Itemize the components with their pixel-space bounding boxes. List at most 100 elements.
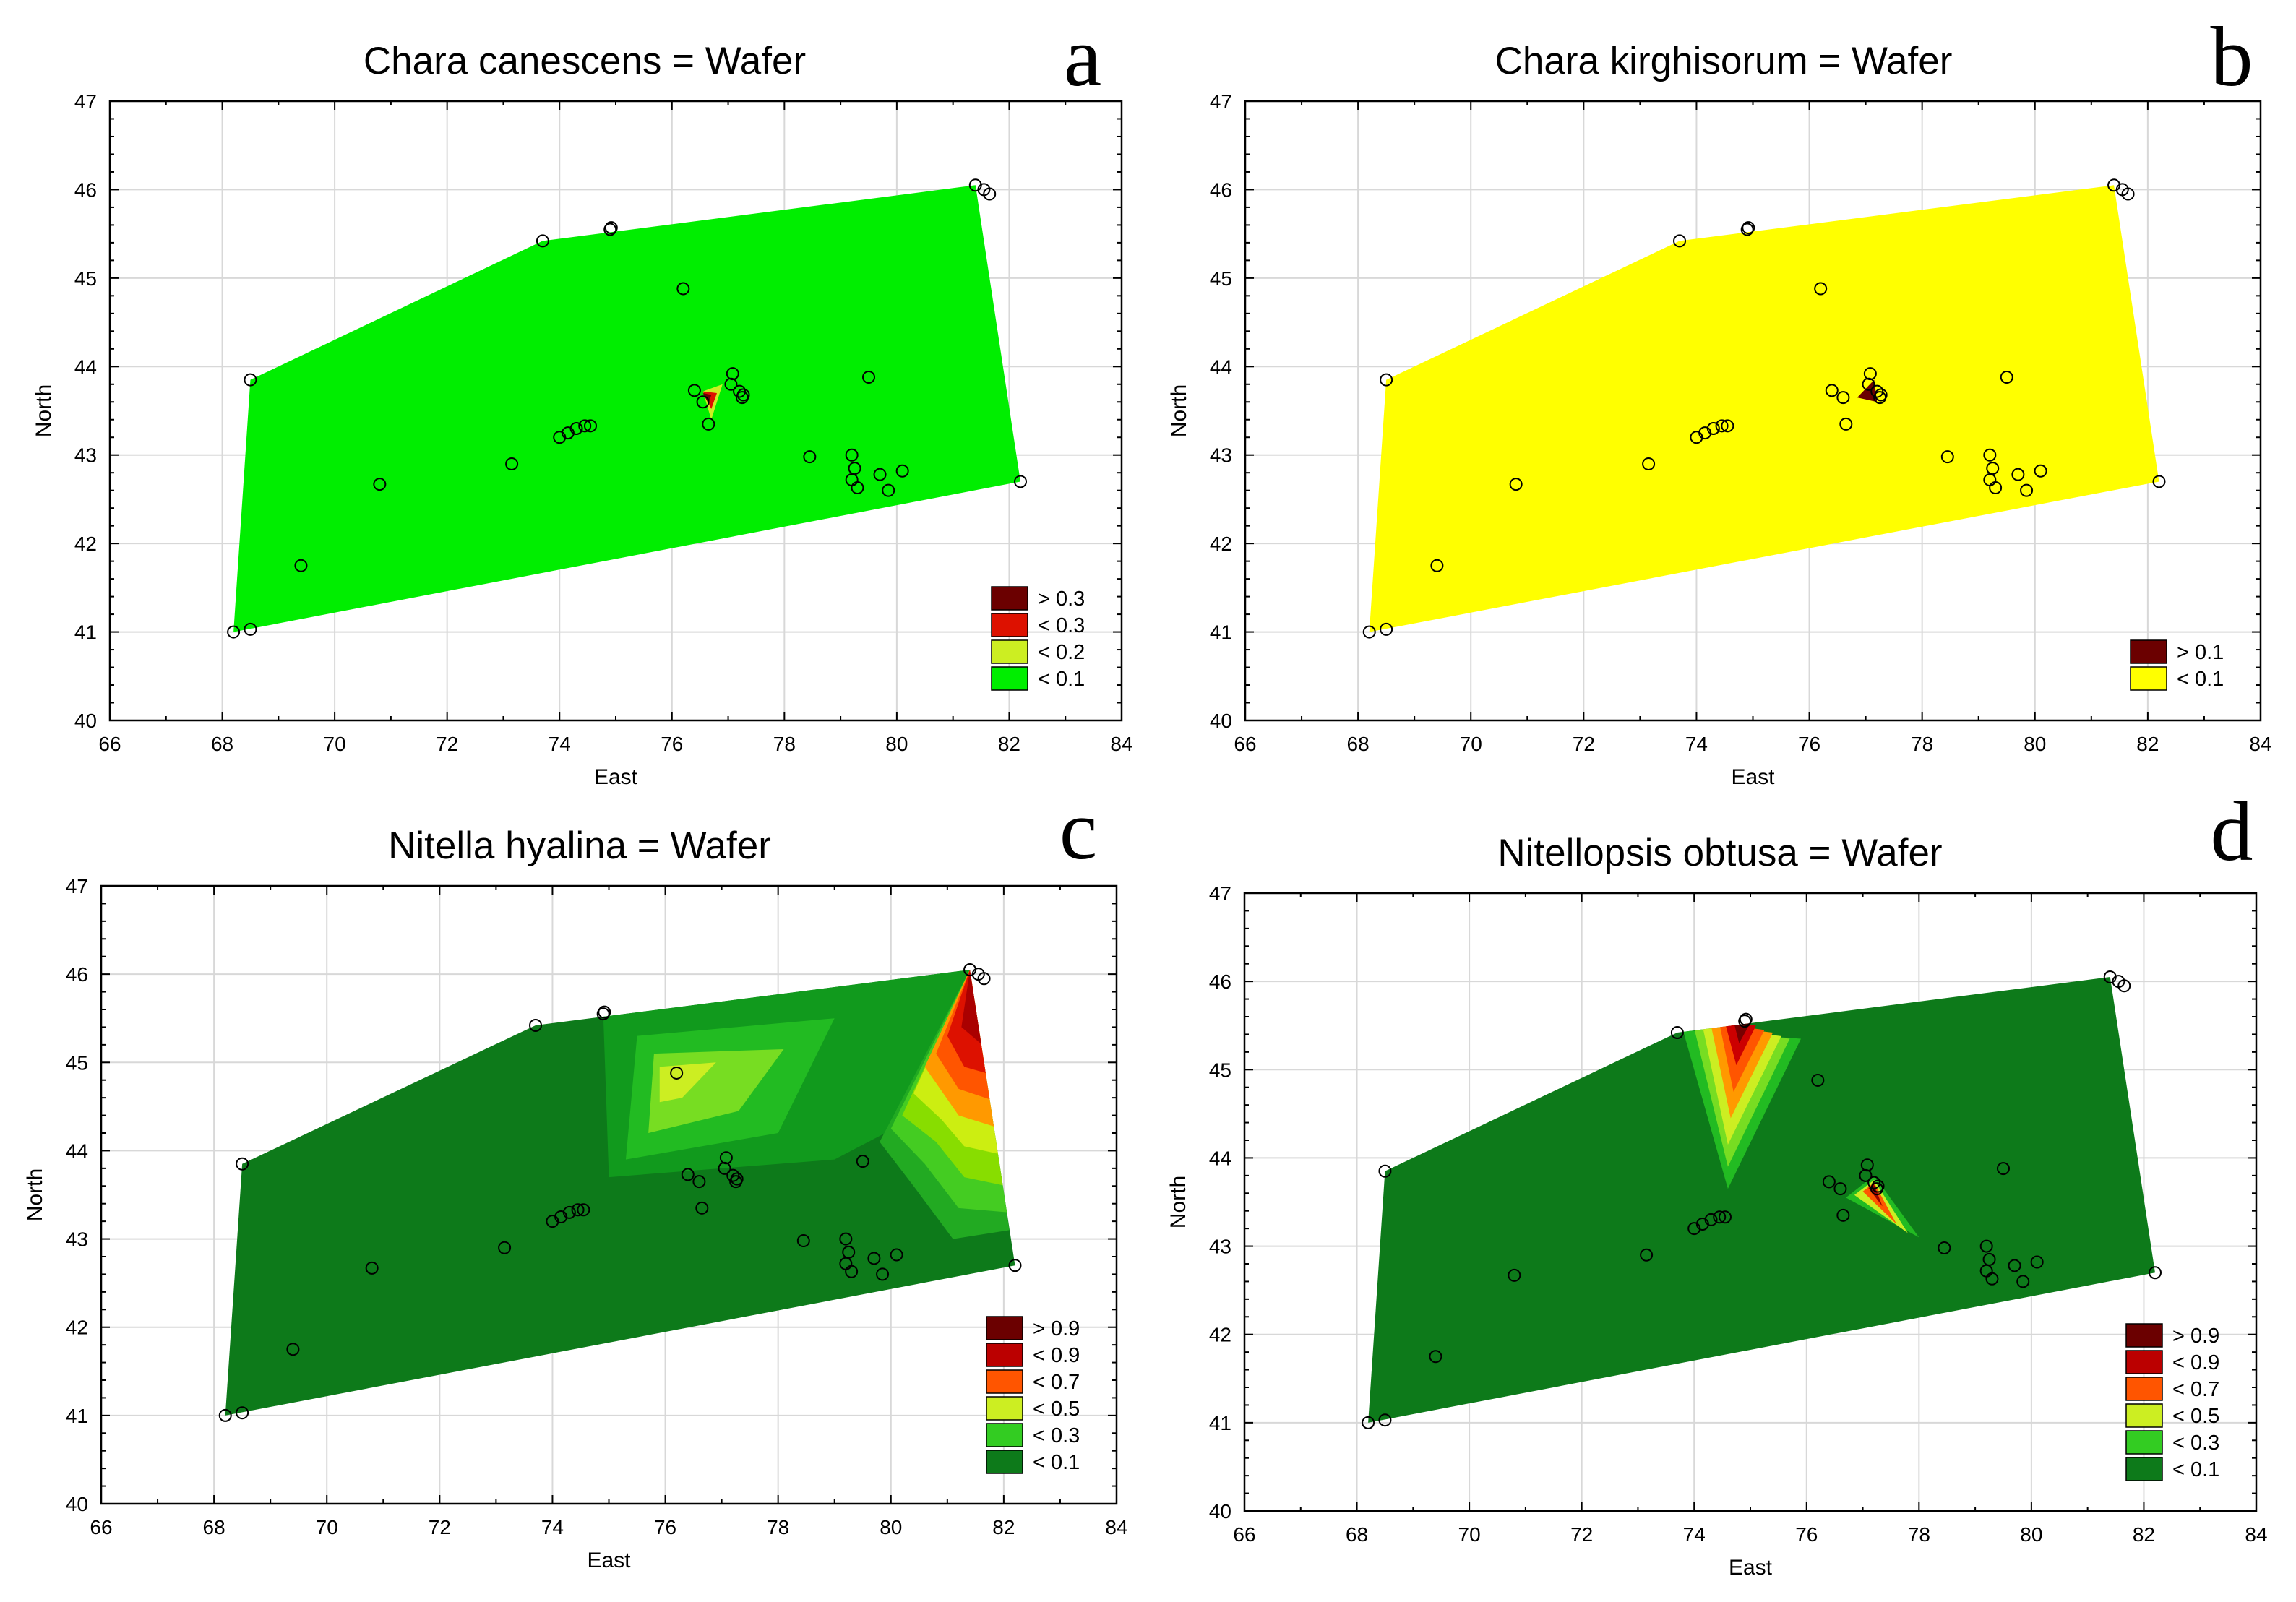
sample-point [1430, 559, 1444, 572]
x-axis-label: East [587, 1549, 631, 1572]
contour-hull [233, 185, 1021, 632]
legend-swatch [991, 639, 1028, 664]
sample-point [1719, 1210, 1732, 1224]
x-tick-label: 72 [436, 733, 458, 755]
sample-point [983, 187, 997, 201]
y-axis-label: North [23, 1168, 47, 1221]
x-tick-label: 78 [773, 733, 796, 755]
sample-point [2016, 1275, 2030, 1288]
x-axis-label: East [1731, 765, 1775, 789]
sample-point [1839, 417, 1853, 431]
sample-points [218, 963, 1022, 1422]
legend-label: > 0.9 [2172, 1325, 2219, 1348]
legend-label: < 0.1 [2177, 668, 2224, 691]
contour-zone [1857, 379, 1878, 402]
sample-point [1738, 1015, 1752, 1028]
sample-point [1822, 1175, 1836, 1189]
y-tick-label: 42 [74, 533, 97, 555]
legend-label: < 0.3 [2172, 1431, 2219, 1455]
x-tick-label: 70 [324, 733, 346, 755]
sample-point [1640, 1248, 1654, 1262]
legend-label: < 0.5 [1033, 1398, 1080, 1421]
sample-point [1985, 1272, 1999, 1286]
y-axis-label: North [32, 384, 56, 437]
sample-point [236, 1157, 249, 1171]
contour-hull [1368, 977, 2155, 1423]
y-tick-label: 47 [66, 875, 88, 897]
legend-swatch [991, 666, 1028, 691]
sample-point [1721, 419, 1734, 433]
y-tick-label: 43 [66, 1228, 88, 1251]
x-tick-label: 80 [880, 1516, 902, 1538]
sample-point [603, 223, 617, 236]
sample-points [1362, 970, 2162, 1429]
sample-point [1509, 478, 1523, 491]
sample-point [1008, 1259, 1022, 1272]
sample-point [1940, 450, 1954, 464]
sample-point [2152, 475, 2166, 488]
panel-a: Chara canescens = Wafer a 66 68 70 72 74 76 78 80… [32, 9, 1133, 789]
y-tick-label: 41 [1209, 1412, 1231, 1434]
sample-point [696, 395, 710, 409]
sample-point [529, 1018, 543, 1032]
legend-swatch [2125, 1350, 2163, 1374]
panel-label: a [1064, 9, 1101, 104]
sample-point [895, 464, 909, 478]
x-tick-label: 68 [203, 1516, 225, 1538]
sample-point [1378, 1413, 1392, 1427]
sample-point [736, 388, 750, 402]
legend-swatch [986, 1369, 1023, 1394]
legend-label: < 0.3 [1038, 614, 1085, 637]
legend-label: < 0.7 [2172, 1378, 2219, 1401]
contour-zone [1725, 1022, 1756, 1066]
y-tick-label: 41 [74, 621, 97, 644]
x-tick-label: 70 [316, 1516, 338, 1538]
contour-zones [1857, 379, 1878, 402]
sample-point [2034, 464, 2047, 478]
sample-point [584, 419, 597, 433]
sample-point [1870, 384, 1884, 398]
y-tick-label: 44 [1210, 356, 1232, 378]
x-tick-label: 84 [1110, 733, 1132, 755]
legend-swatch [986, 1450, 1023, 1474]
sample-point [536, 234, 549, 248]
legend-label: < 0.1 [1038, 668, 1085, 691]
legend-swatch [2125, 1430, 2163, 1455]
sample-point [286, 1343, 300, 1356]
sample-point [1742, 221, 1755, 235]
axis-ticks [109, 100, 1122, 721]
x-tick-label: 72 [1573, 733, 1595, 755]
y-tick-label: 41 [1210, 621, 1232, 644]
x-tick-label: 82 [992, 1516, 1015, 1538]
sample-point [726, 367, 739, 381]
sample-point [562, 1205, 576, 1219]
sample-point [1983, 448, 1997, 462]
contour-zone [1862, 1182, 1897, 1225]
legend-swatch [991, 613, 1028, 637]
y-tick-label: 45 [1210, 267, 1232, 290]
y-tick-label: 47 [1210, 90, 1232, 113]
axis-ticks [100, 885, 1117, 1504]
sample-point [676, 282, 690, 296]
legend-label: < 0.9 [1033, 1344, 1080, 1367]
legend-swatch [986, 1396, 1023, 1421]
sample-point [726, 1168, 740, 1182]
sample-point [1860, 1158, 1874, 1172]
y-tick-label: 45 [74, 267, 97, 290]
y-tick-label: 46 [74, 178, 97, 201]
x-tick-label: 70 [1460, 733, 1482, 755]
x-tick-label: 84 [1105, 1516, 1127, 1538]
panel-c: Nitella hyalina = Wafer c 66 68 70 72 74 76 78 80… [23, 783, 1128, 1572]
x-tick-label: 76 [661, 733, 683, 755]
x-tick-label: 82 [998, 733, 1020, 755]
legend: > 0.3 < 0.3 < 0.2 < 0.1 [991, 586, 1085, 691]
x-tick-label: 68 [1347, 733, 1370, 755]
x-tick-label: 76 [1798, 733, 1820, 755]
y-tick-label: 43 [1209, 1236, 1231, 1258]
sample-point [1979, 1239, 1993, 1253]
sample-point [1989, 481, 2003, 495]
x-tick-label: 66 [90, 1516, 112, 1538]
sample-point [2000, 370, 2013, 384]
x-tick-label: 74 [1683, 1523, 1706, 1546]
